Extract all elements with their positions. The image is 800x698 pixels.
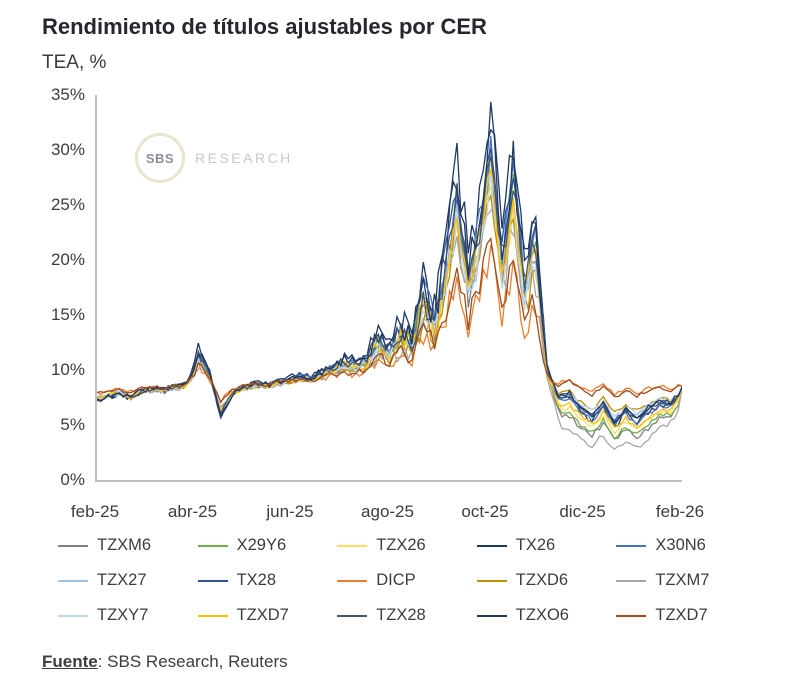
series-line-TZXD7 (97, 236, 682, 404)
legend-line-sample (476, 614, 507, 617)
y-tick-label: 25% (50, 195, 85, 214)
chart-subtitle: TEA, % (42, 52, 107, 73)
x-tick-label: feb-25 (70, 502, 120, 521)
x-tick-label: dic-25 (559, 502, 606, 521)
source-text: : SBS Research, Reuters (97, 652, 288, 671)
legend-label: TZXM7 (655, 571, 710, 589)
legend-label: TX26 (515, 536, 556, 554)
legend-label: DICP (376, 571, 416, 589)
legend-label: TZX26 (376, 536, 426, 554)
legend-label: X30N6 (655, 536, 706, 554)
y-tick-label: 30% (50, 140, 85, 159)
legend-item-TZXD6: TZXD6 (476, 571, 609, 590)
legend-line-sample (58, 544, 88, 547)
legend-label: TZX28 (376, 606, 426, 624)
legend-item-X29Y6: X29Y6 (197, 536, 330, 555)
legend-label: TZXD7 (236, 606, 289, 624)
sbs-watermark: SBS RESEARCH (135, 133, 293, 183)
chart-plot (97, 101, 682, 451)
legend-item-X30N6: X30N6 (616, 536, 748, 555)
series-line-TX28 (97, 148, 682, 422)
legend-item-TZX28: TZX28 (337, 606, 469, 625)
legend-line-sample (616, 579, 647, 582)
y-tick-label: 35% (50, 85, 85, 104)
legend-line-sample (616, 614, 647, 617)
legend-item-TZXD7: TZXD7 (616, 606, 748, 625)
y-tick-label: 15% (50, 305, 85, 324)
series-line-TZXD6 (97, 193, 682, 413)
y-tick-label: 10% (50, 360, 85, 379)
legend-item-TZXD7: TZXD7 (197, 606, 330, 625)
legend-item-TZXM7: TZXM7 (616, 571, 748, 590)
legend-item-TZXM6: TZXM6 (58, 536, 190, 555)
series-line-X29Y6 (97, 151, 682, 440)
legend-item-TZX26: TZX26 (337, 536, 469, 555)
legend-line-sample (58, 614, 88, 617)
x-tick-label: abr-25 (167, 502, 218, 521)
legend-line-sample (476, 579, 507, 582)
legend-label: X29Y6 (236, 536, 287, 554)
source-label: Fuente (42, 652, 98, 671)
legend-item-TZXY7: TZXY7 (58, 606, 190, 625)
series-line-TZXD7 (97, 168, 682, 430)
y-tick-label: 5% (60, 415, 85, 434)
legend: TZXM6 X29Y6 TZX26 TX26 X30N6 TZX27 TX28 DICP TZX… (58, 536, 748, 625)
legend-line-sample (197, 579, 228, 582)
legend-line-sample (337, 614, 368, 617)
legend-line-sample (616, 544, 647, 547)
legend-line-sample (197, 544, 228, 547)
plot-area: SBS RESEARCH (95, 95, 682, 482)
y-tick-label: 20% (50, 250, 85, 269)
legend-item-TX28: TX28 (197, 571, 330, 590)
y-tick-label: 0% (60, 470, 85, 489)
legend-item-DICP: DICP (337, 571, 469, 590)
legend-label: TZXY7 (97, 606, 149, 624)
x-tick-label: feb-26 (655, 502, 705, 521)
legend-line-sample (476, 544, 507, 547)
x-tick-label: oct-25 (461, 502, 509, 521)
series-line-TZXO6 (97, 101, 682, 425)
legend-line-sample (197, 614, 228, 617)
sbs-logo-text: SBS (145, 150, 175, 166)
x-tick-label: ago-25 (361, 502, 414, 521)
legend-label: TZXO6 (515, 606, 569, 624)
sbs-logo-icon: SBS (135, 133, 185, 183)
chart-title: Rendimiento de títulos ajustables por CE… (42, 14, 487, 39)
legend-line-sample (337, 579, 368, 582)
legend-item-TZX27: TZX27 (58, 571, 190, 590)
series-line-TZXM6 (97, 149, 682, 440)
source-note: Fuente: SBS Research, Reuters (42, 652, 288, 672)
x-tick-label: jun-25 (266, 502, 314, 521)
legend-label: TZX27 (97, 571, 147, 589)
legend-label: TZXD7 (655, 606, 708, 624)
legend-item-TZXO6: TZXO6 (476, 606, 609, 625)
legend-line-sample (58, 579, 88, 582)
series-line-TZXM7 (97, 203, 682, 451)
series-line-DICP (97, 244, 682, 405)
watermark-label: RESEARCH (195, 150, 293, 166)
series-line-TZXY7 (97, 173, 682, 418)
legend-line-sample (337, 544, 368, 547)
legend-item-TX26: TX26 (476, 536, 609, 555)
legend-label: TZXM6 (97, 536, 152, 554)
legend-label: TZXD6 (515, 571, 569, 589)
legend-label: TX28 (236, 571, 277, 589)
series-line-TZX26 (97, 186, 682, 435)
